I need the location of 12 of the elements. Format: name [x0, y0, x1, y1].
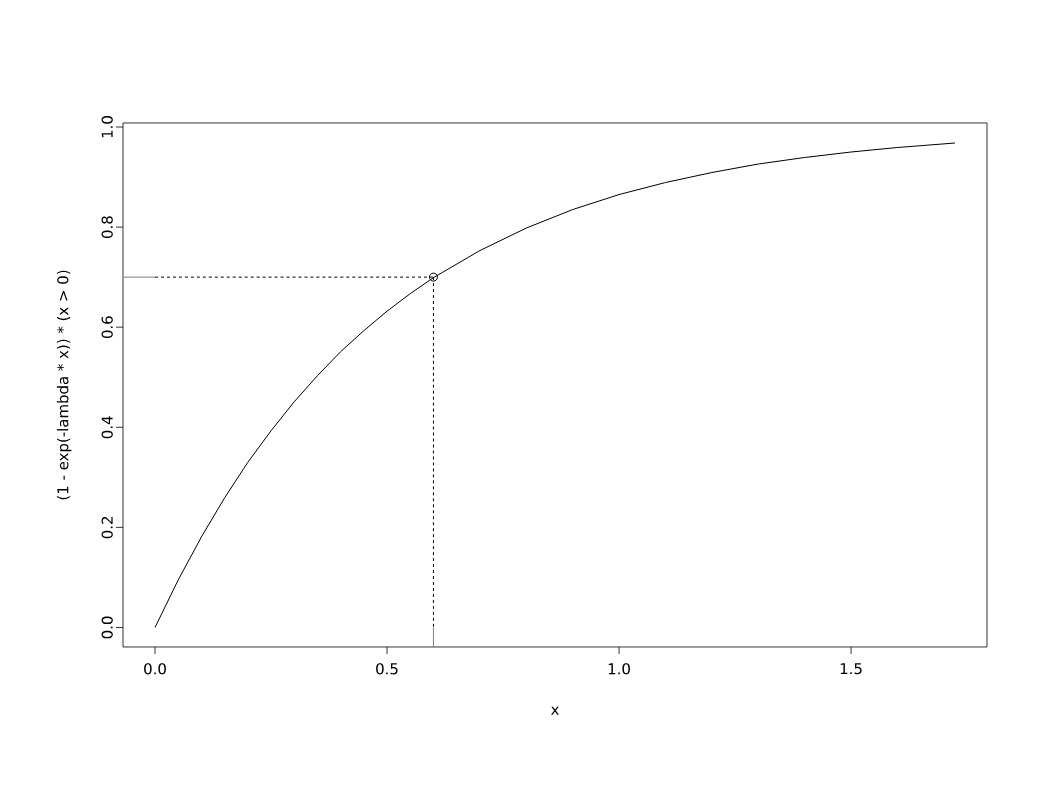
x-tick-label: 1.0 [608, 663, 630, 675]
x-tick-label: 0.0 [144, 663, 166, 675]
x-axis-title: x [551, 706, 559, 715]
y-tick-label: 0.2 [101, 516, 113, 539]
x-tick-label: 0.5 [376, 663, 398, 675]
x-tick-label: 1.5 [840, 663, 862, 675]
y-tick-label: 1.0 [101, 116, 113, 138]
y-tick-label: 0.0 [101, 616, 113, 639]
y-tick-label: 0.6 [101, 316, 113, 339]
y-tick-label: 0.8 [101, 216, 113, 238]
y-axis-title: (1 - exp(-lambda * x)) * (x > 0) [56, 270, 72, 500]
y-tick-label: 0.4 [101, 416, 113, 439]
